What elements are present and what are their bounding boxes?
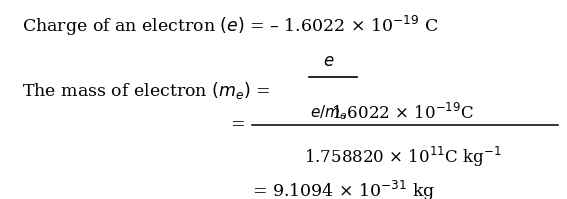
Text: 1.6022 × 10$^{-19}$C: 1.6022 × 10$^{-19}$C [331, 102, 474, 123]
Text: Charge of an electron $(e)$ = – 1.6022 × 10$^{-19}$ C: Charge of an electron $(e)$ = – 1.6022 ×… [22, 14, 438, 38]
Text: $e$: $e$ [323, 53, 335, 70]
Text: The mass of electron $(m_e)$ =: The mass of electron $(m_e)$ = [22, 80, 270, 101]
Text: = 9.1094 × 10$^{-31}$ kg: = 9.1094 × 10$^{-31}$ kg [252, 179, 436, 199]
Text: $e/m_e$: $e/m_e$ [310, 103, 348, 122]
Text: =: = [230, 116, 244, 133]
Text: 1.758820 × 10$^{11}$C kg$^{-1}$: 1.758820 × 10$^{11}$C kg$^{-1}$ [304, 145, 501, 169]
